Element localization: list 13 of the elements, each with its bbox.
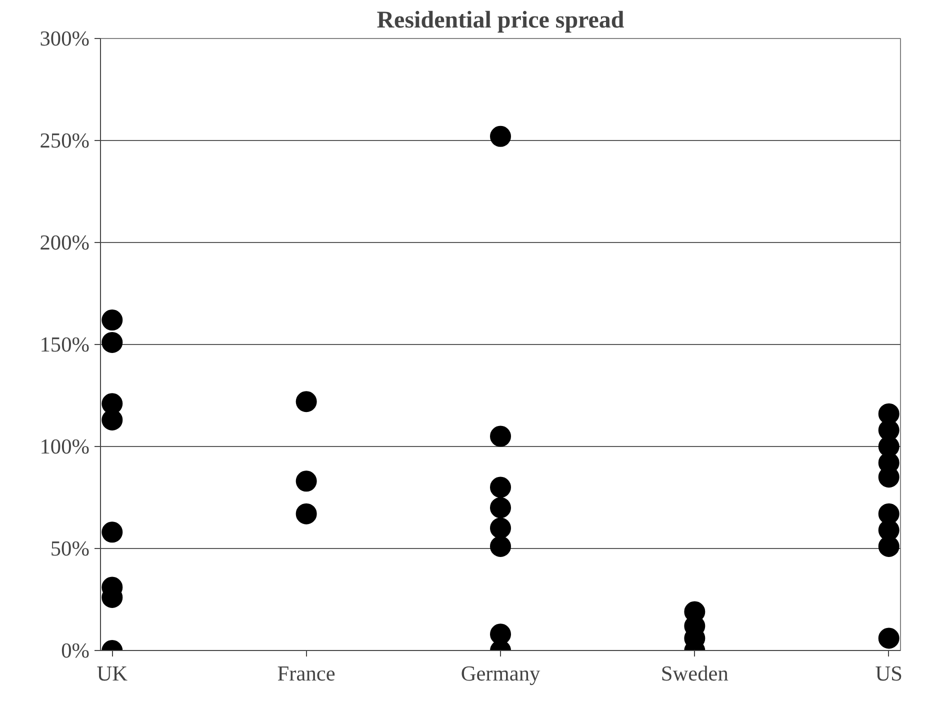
x-tick-label: France (277, 662, 336, 686)
x-tick-label: UK (96, 662, 128, 686)
y-tick-label: 200% (40, 230, 90, 254)
y-tick-label: 0% (61, 638, 90, 662)
x-tick-label: US (875, 662, 902, 686)
x-tick-label: Sweden (660, 662, 729, 686)
y-tick-label: 150% (40, 332, 90, 356)
y-tick-label: 100% (40, 434, 90, 458)
chart-title: Residential price spread (376, 8, 625, 34)
y-tick-label: 300% (40, 26, 90, 50)
y-tick-label: 250% (40, 128, 90, 152)
x-tick-label: Germany (460, 662, 541, 686)
y-tick-label: 50% (50, 536, 90, 560)
